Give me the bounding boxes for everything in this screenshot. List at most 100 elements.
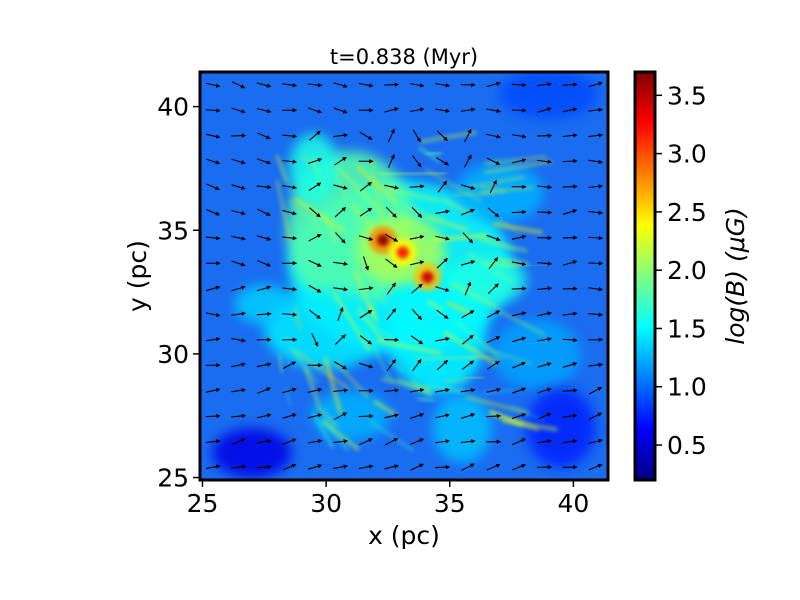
field-vector-arrow: [307, 387, 323, 393]
field-vector-arrow: [488, 257, 499, 270]
filament: [453, 191, 496, 196]
field-vector-arrow: [256, 108, 272, 114]
field-vector-arrow: [333, 464, 348, 470]
field-vector-arrow: [412, 155, 422, 168]
field-vector-arrow: [231, 464, 247, 470]
field-vector-arrow: [205, 235, 221, 241]
colorbar: 0.5 1.0 1.5 2.0 2.5 3.0 3.5 log(B) (μG): [633, 70, 750, 482]
field-vector-arrow: [282, 159, 298, 164]
x-tick-label: 35: [434, 489, 466, 518]
field-vector-arrow: [307, 158, 323, 165]
field-vector-arrow: [231, 81, 246, 89]
field-vector-arrow: [562, 388, 578, 393]
field-vector-arrow: [437, 180, 448, 193]
filament: [446, 301, 472, 315]
filament: [278, 354, 284, 374]
field-vector-arrow: [537, 261, 553, 266]
field-vector-arrow: [385, 258, 398, 268]
field-vector-arrow: [588, 287, 604, 292]
intensity-blob: [432, 393, 492, 463]
field-vector-arrow: [588, 133, 604, 138]
field-vector-arrow: [282, 387, 297, 394]
intensity-blob: [311, 390, 391, 441]
field-vector-arrow: [512, 361, 527, 369]
field-vector-arrow: [463, 154, 472, 168]
field-vector-arrow: [257, 208, 271, 216]
field-vector-arrow: [486, 108, 502, 114]
field-vector-arrow: [511, 209, 527, 215]
field-vector-arrow: [358, 82, 374, 88]
filament: [404, 312, 440, 337]
colorbar-label: log(B) (μG): [721, 207, 750, 345]
field-vector-arrow: [387, 154, 395, 168]
colorbar-tick-label: 1.5: [667, 314, 707, 343]
field-vector-arrow: [435, 83, 451, 88]
filament: [334, 211, 368, 267]
filament: [501, 419, 558, 431]
filament: [311, 153, 326, 195]
peak-core: [396, 246, 409, 259]
field-vector-arrow: [537, 107, 552, 113]
field-vector-arrow: [511, 387, 527, 394]
filament: [334, 173, 362, 227]
field-vector-arrow: [588, 235, 604, 241]
field-vector-arrow: [256, 285, 272, 292]
field-vector-arrow: [487, 207, 500, 218]
field-vector-arrow: [333, 388, 349, 393]
colorbar-tick-label: 3.5: [667, 81, 707, 110]
field-vector-arrow: [409, 413, 425, 419]
field-vector-arrow: [231, 285, 246, 292]
field-vector-arrow: [384, 464, 399, 470]
x-axis-label: x (pc): [368, 521, 440, 550]
field-vector-arrow: [257, 387, 272, 394]
field-vector-arrow: [412, 129, 421, 143]
field-vector-arrow: [256, 311, 272, 317]
field-vector-arrow: [282, 133, 298, 139]
field-vector-arrow: [537, 159, 553, 164]
filament: [410, 379, 434, 396]
filament: [414, 355, 479, 361]
field-vector-arrow: [333, 184, 348, 190]
field-vector-arrow: [231, 337, 247, 343]
field-vector-arrow: [461, 208, 476, 216]
field-vector-arrow: [205, 464, 221, 470]
field-vector-arrow: [435, 209, 451, 214]
field-vector-arrow: [256, 413, 272, 419]
field-vector-arrow: [384, 107, 399, 113]
field-vector-arrow: [460, 439, 476, 444]
colorbar-tick-label: 0.5: [667, 431, 707, 460]
filament: [424, 168, 482, 203]
filament: [332, 291, 371, 353]
filament: [386, 187, 440, 203]
filament: [453, 319, 499, 357]
field-vector-arrow: [562, 362, 578, 368]
field-filaments: [275, 131, 558, 452]
peak-core: [421, 271, 434, 284]
field-vector-arrow: [435, 108, 451, 113]
field-vectors: [205, 81, 604, 471]
filament: [379, 171, 447, 176]
x-axis: 25 30 35 40: [187, 480, 589, 518]
field-vector-arrow: [410, 438, 425, 445]
field-vector-arrow: [537, 412, 552, 420]
field-vector-arrow: [486, 157, 501, 165]
field-vector-arrow: [537, 82, 553, 87]
field-vector-arrow: [588, 312, 604, 317]
filament: [466, 251, 515, 285]
field-vector-arrow: [282, 235, 298, 241]
field-vector-arrow: [386, 282, 396, 295]
filament: [284, 387, 291, 407]
field-vector-arrow: [562, 413, 578, 418]
filament: [368, 303, 378, 322]
field-vector-arrow: [489, 179, 497, 194]
filament: [481, 236, 516, 252]
field-vector-arrow: [435, 157, 449, 166]
field-vector-arrow: [205, 158, 221, 165]
field-vector-arrow: [410, 335, 424, 345]
field-vector-arrow: [435, 413, 450, 419]
intensity-blob: [212, 428, 292, 478]
field-vector-arrow: [409, 234, 425, 240]
field-vector-arrow: [282, 413, 297, 419]
y-axis: 25 30 35 40: [157, 93, 200, 493]
filament: [479, 185, 506, 193]
